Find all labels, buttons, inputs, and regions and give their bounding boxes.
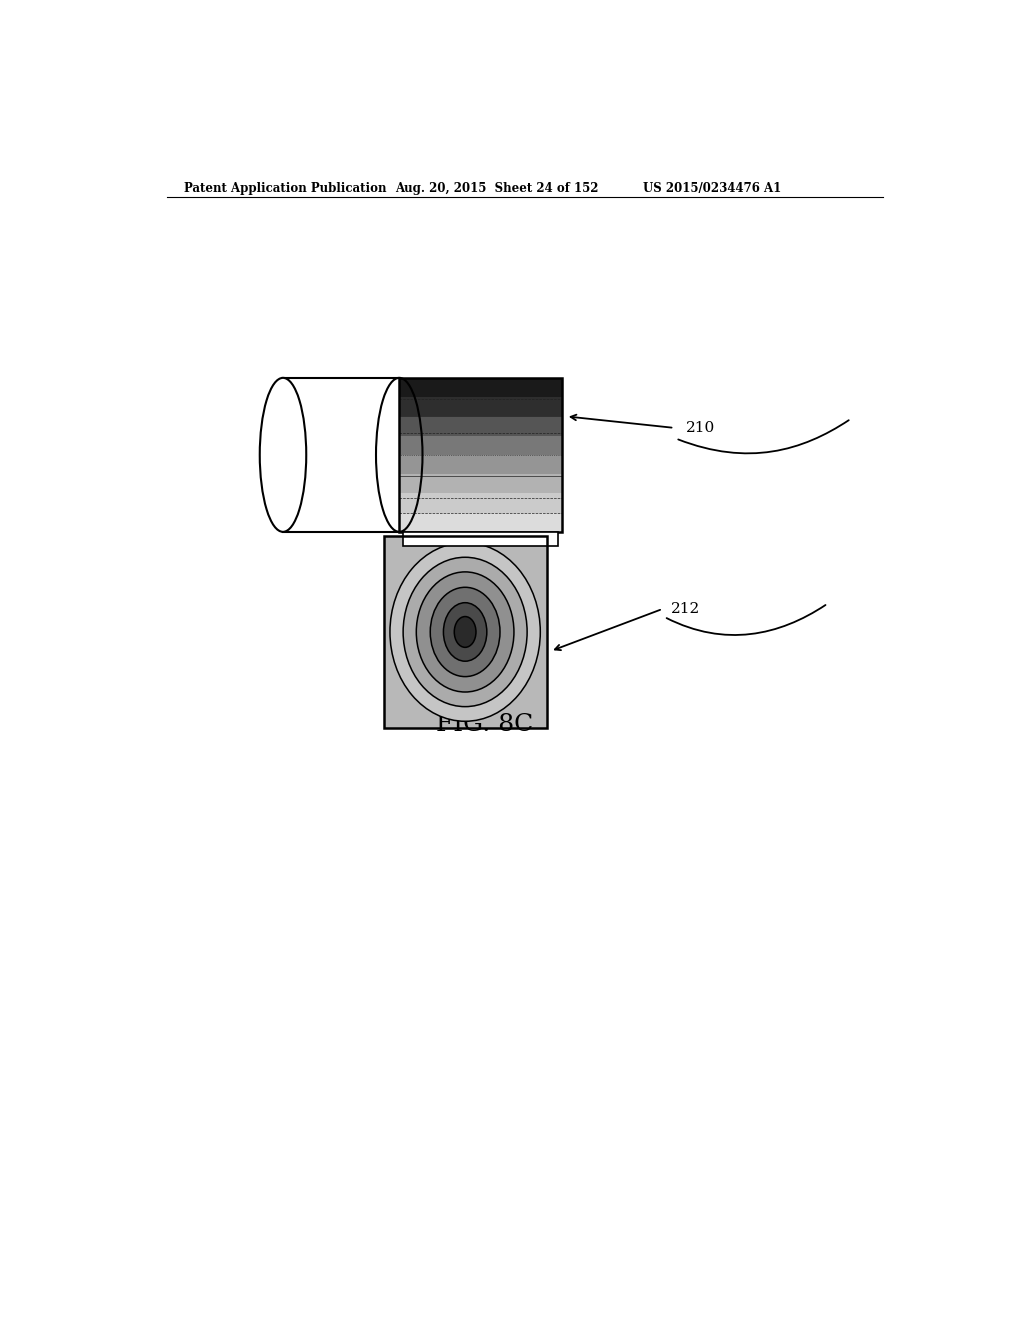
Bar: [384, 536, 547, 729]
Ellipse shape: [430, 587, 500, 677]
Ellipse shape: [403, 557, 527, 706]
Text: Patent Application Publication: Patent Application Publication: [183, 182, 386, 194]
Bar: [399, 397, 562, 416]
Bar: [399, 494, 562, 512]
Bar: [399, 378, 562, 397]
Bar: [399, 512, 562, 532]
Bar: [399, 416, 562, 436]
Bar: [399, 474, 562, 494]
Text: 210: 210: [686, 421, 715, 434]
Ellipse shape: [417, 572, 514, 692]
Bar: [283, 378, 399, 532]
Bar: [399, 378, 562, 532]
Text: 212: 212: [671, 602, 699, 616]
Ellipse shape: [260, 378, 306, 532]
Bar: [403, 532, 558, 545]
Bar: [399, 436, 562, 455]
Bar: [384, 536, 547, 729]
Ellipse shape: [443, 603, 486, 661]
Text: Aug. 20, 2015  Sheet 24 of 152: Aug. 20, 2015 Sheet 24 of 152: [395, 182, 599, 194]
Ellipse shape: [455, 616, 476, 647]
Bar: [399, 455, 562, 474]
Text: US 2015/0234476 A1: US 2015/0234476 A1: [643, 182, 781, 194]
Ellipse shape: [390, 543, 541, 721]
Text: FIG. 8C: FIG. 8C: [436, 713, 534, 735]
